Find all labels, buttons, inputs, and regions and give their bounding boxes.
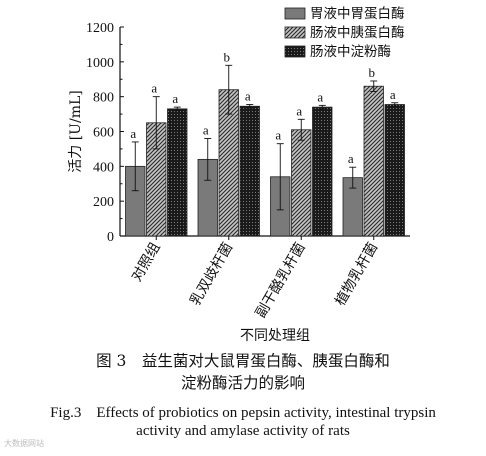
y-axis-title: 活力 [U/mL] bbox=[68, 90, 84, 172]
caption-en-line1: Fig.3 Effects of probiotics on pepsin ac… bbox=[50, 405, 436, 421]
x-category-label: 植物乳杆菌 bbox=[332, 240, 381, 309]
x-category-label: 对照组 bbox=[129, 240, 164, 284]
significance-label: a bbox=[245, 89, 251, 104]
bar bbox=[239, 105, 260, 237]
significance-label: b bbox=[369, 65, 376, 80]
significance-label: a bbox=[317, 89, 323, 104]
legend-swatch bbox=[284, 45, 306, 58]
y-tick-label: 600 bbox=[93, 126, 114, 141]
x-axis-title: 不同处理组 bbox=[240, 328, 310, 344]
y-tick-label: 800 bbox=[93, 91, 114, 106]
x-category-label: 副干酪乳杆菌 bbox=[253, 240, 309, 321]
caption-cn-line2: 淀粉酶活力的影响 bbox=[180, 374, 305, 392]
y-tick-label: 1200 bbox=[86, 21, 114, 36]
watermark: 大数据网站 bbox=[4, 439, 44, 448]
legend-swatch bbox=[284, 7, 306, 20]
significance-label: a bbox=[203, 122, 209, 137]
significance-label: b bbox=[224, 49, 231, 64]
significance-label: a bbox=[390, 87, 396, 102]
significance-label: a bbox=[296, 103, 302, 118]
x-category-label: 乳双歧杆菌 bbox=[187, 240, 236, 309]
y-tick-label: 400 bbox=[93, 160, 114, 175]
significance-label: a bbox=[130, 126, 136, 141]
bar bbox=[384, 104, 405, 237]
legend-label: 肠液中淀粉酶 bbox=[310, 44, 391, 60]
legend-label: 肠液中胰蛋白酶 bbox=[310, 25, 405, 41]
legend-swatch bbox=[284, 26, 306, 39]
bar bbox=[312, 106, 333, 237]
y-tick-label: 0 bbox=[107, 230, 114, 245]
y-tick-label: 1000 bbox=[86, 56, 114, 71]
significance-label: a bbox=[275, 128, 281, 143]
y-tick-label: 200 bbox=[93, 195, 114, 210]
significance-label: a bbox=[348, 151, 354, 166]
caption-en-line2: activity and amylase activity of rats bbox=[136, 423, 350, 439]
legend-label: 胃液中胃蛋白酶 bbox=[310, 6, 405, 22]
caption-cn-line1: 图 3 益生菌对大鼠胃蛋白酶、胰蛋白酶和 bbox=[96, 352, 390, 370]
bar bbox=[363, 85, 384, 237]
significance-label: a bbox=[151, 81, 157, 96]
bar bbox=[291, 129, 312, 237]
bar bbox=[167, 108, 188, 237]
significance-label: a bbox=[172, 91, 178, 106]
